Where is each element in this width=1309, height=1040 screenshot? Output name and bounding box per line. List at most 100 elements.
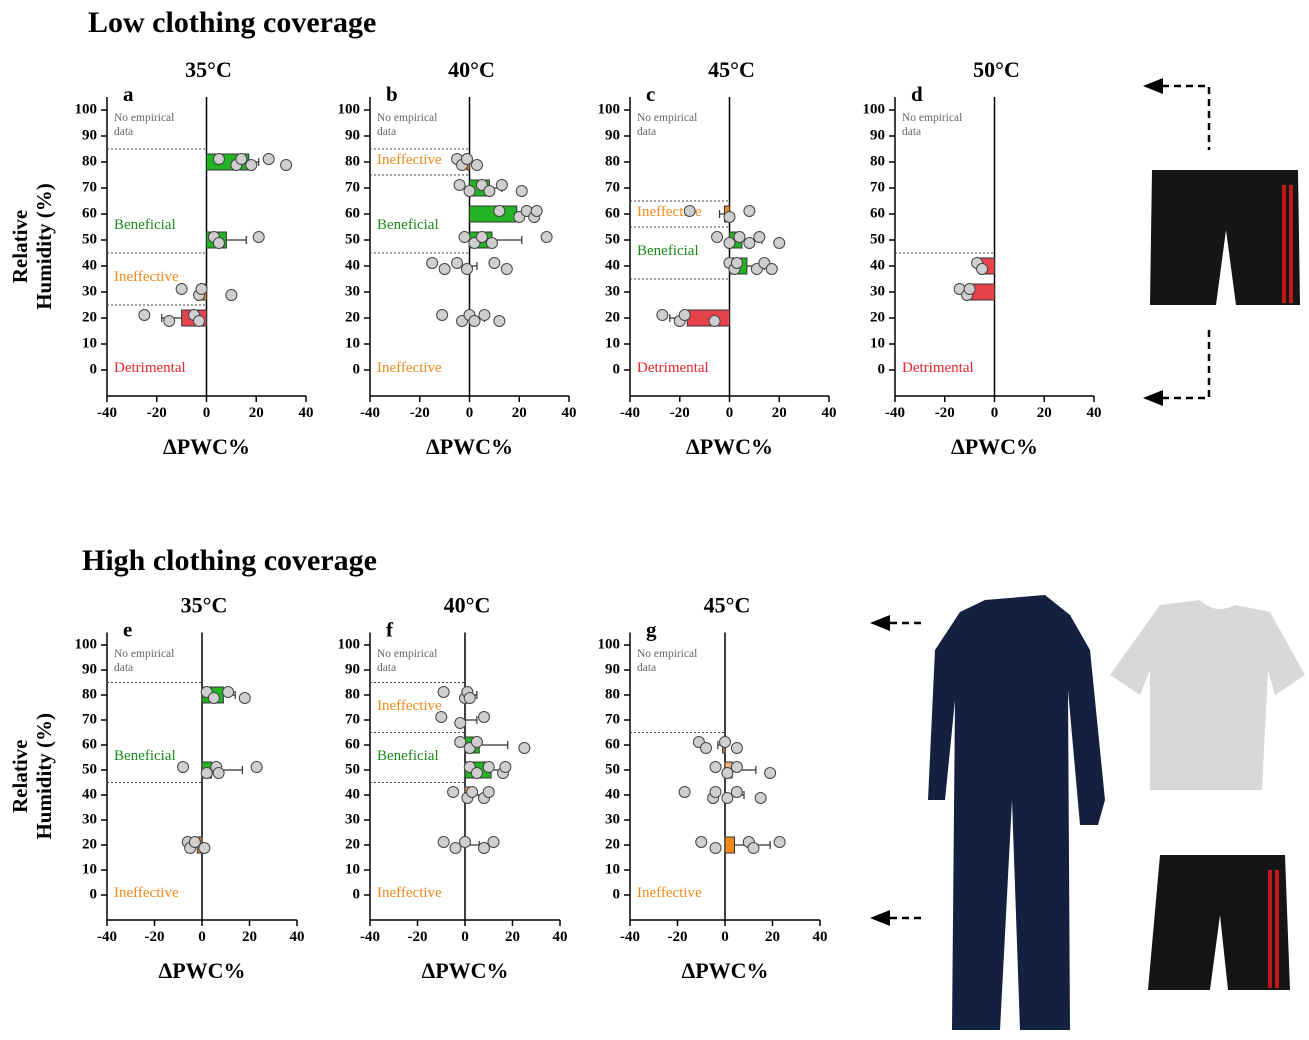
- zone-label-box: Beneficial: [114, 748, 176, 764]
- data-point: [683, 205, 696, 217]
- y-tick-label: 10: [605, 335, 620, 351]
- zone-label: Beneficial: [637, 243, 699, 259]
- data-point: [764, 767, 777, 779]
- y-tick-label: 70: [870, 179, 885, 195]
- zone-label: Ineffective: [377, 360, 442, 376]
- zone-label-box: Ineffective: [377, 152, 442, 168]
- data-point: [461, 263, 474, 275]
- data-point: [447, 786, 460, 798]
- y-tick-label: 40: [82, 786, 97, 802]
- data-point: [518, 742, 531, 754]
- y-tick-label: 10: [82, 335, 97, 351]
- zone-label: Detrimental: [114, 360, 186, 376]
- zone-label-box: No empirical data: [114, 112, 175, 138]
- data-point: [188, 836, 201, 848]
- data-point: [262, 153, 275, 165]
- data-point: [212, 237, 225, 249]
- x-tick-label: -40: [360, 405, 380, 421]
- zone-label: No empirical data: [114, 647, 175, 674]
- panel-label: a: [123, 82, 134, 106]
- y-tick-label: 100: [338, 636, 361, 652]
- y-tick-label: 0: [613, 886, 621, 902]
- data-point: [487, 836, 500, 848]
- data-point: [719, 736, 731, 748]
- y-tick-label: 90: [82, 661, 97, 677]
- y-tick-label: 0: [353, 886, 361, 902]
- error-bar: [718, 210, 725, 218]
- data-point: [453, 179, 466, 191]
- data-point: [656, 309, 669, 321]
- data-point: [963, 283, 976, 295]
- data-point: [177, 761, 189, 773]
- zone-label-box: No empirical data: [377, 112, 437, 138]
- x-axis-label: ΔPWC%: [426, 434, 513, 459]
- y-tick-label: 0: [90, 886, 98, 902]
- x-tick-label: -20: [670, 405, 690, 421]
- y-tick-label: 100: [598, 101, 621, 117]
- y-tick-label: 50: [605, 761, 620, 777]
- x-tick-label: -40: [885, 405, 905, 421]
- tshirt-image: [1110, 600, 1305, 790]
- y-tick-label: 20: [345, 309, 360, 325]
- panel-label: c: [646, 82, 655, 106]
- data-point: [709, 786, 722, 798]
- data-point: [437, 686, 450, 698]
- data-point: [451, 257, 464, 269]
- y-tick-label: 50: [345, 761, 360, 777]
- panel-title: 45°C: [704, 593, 751, 618]
- data-point: [138, 309, 151, 321]
- y-tick-label: 20: [82, 836, 97, 852]
- zone-label: Beneficial: [114, 217, 176, 233]
- x-tick-label: 20: [512, 405, 527, 421]
- zone-label-box: Ineffective: [637, 885, 702, 901]
- y-axis-label: Humidity (%): [32, 713, 56, 840]
- error-bar: [479, 741, 509, 749]
- zone-label-box: No empirical data: [637, 648, 697, 674]
- data-point: [773, 237, 786, 249]
- data-point: [454, 717, 467, 729]
- data-point: [743, 237, 756, 249]
- data-point: [733, 231, 746, 243]
- x-tick-label: 0: [726, 405, 734, 421]
- zone-label: Ineffective: [377, 152, 442, 168]
- zone-label-box: Ineffective: [377, 698, 442, 714]
- zone-label-box: Detrimental: [637, 360, 709, 376]
- data-point: [426, 257, 439, 269]
- error-bar: [465, 716, 478, 724]
- arrows: [890, 84, 1211, 920]
- data-point: [435, 711, 448, 723]
- x-tick-label: 20: [1037, 405, 1052, 421]
- y-tick-label: 40: [605, 786, 620, 802]
- data-point: [709, 761, 722, 773]
- y-tick-label: 90: [870, 127, 885, 143]
- bar: [469, 205, 518, 223]
- y-tick-label: 20: [605, 836, 620, 852]
- zone-label: No empirical data: [114, 112, 175, 138]
- data-point: [454, 736, 467, 748]
- y-tick-label: 20: [345, 836, 360, 852]
- y-tick-label: 10: [82, 861, 97, 877]
- data-point: [708, 315, 721, 327]
- data-point: [482, 761, 495, 773]
- data-point: [765, 263, 778, 275]
- x-tick-label: -40: [360, 929, 380, 945]
- zone-label: Ineffective: [637, 885, 702, 901]
- y-tick-label: 50: [870, 231, 885, 247]
- data-point: [207, 692, 220, 704]
- data-point: [711, 231, 724, 243]
- y-tick-label: 60: [82, 736, 97, 752]
- y-tick-label: 70: [82, 711, 97, 727]
- data-point: [438, 263, 451, 275]
- data-point: [530, 205, 543, 217]
- zone-label-box: Detrimental: [902, 360, 974, 376]
- y-tick-label: 30: [605, 811, 620, 827]
- data-point: [493, 315, 506, 327]
- bar: [686, 309, 731, 327]
- section-title: Low clothing coverage: [88, 6, 376, 39]
- zone-label-box: Ineffective: [377, 885, 442, 901]
- data-point: [470, 736, 483, 748]
- data-point: [754, 792, 767, 804]
- bar: [724, 836, 735, 854]
- data-point: [478, 842, 490, 854]
